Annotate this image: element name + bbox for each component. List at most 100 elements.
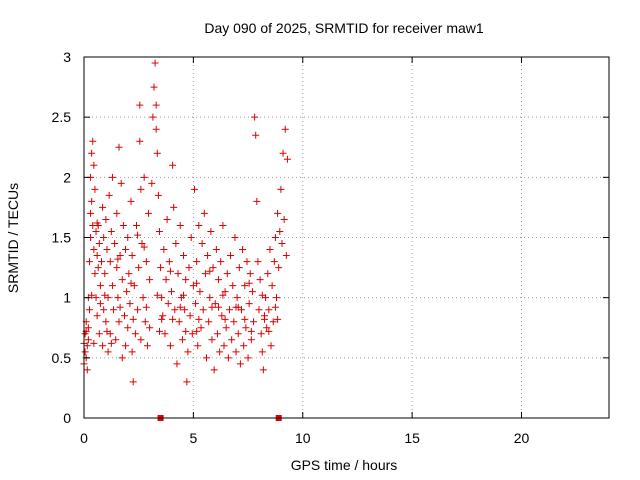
data-point: [231, 234, 239, 241]
data-point: [273, 294, 280, 302]
data-point: [153, 291, 161, 299]
data-point: [101, 291, 109, 299]
data-point: [151, 59, 159, 67]
y-tick-label: 3: [63, 49, 71, 65]
y-tick-label: 0: [63, 410, 71, 426]
data-point: [274, 315, 282, 323]
data-point: [100, 234, 108, 241]
y-tick-labels: 0 0.5 1 1.5 2 2.5 3: [52, 49, 72, 426]
data-point: [268, 282, 276, 290]
data-point: [116, 303, 124, 311]
data-point: [85, 258, 93, 266]
grid-lines: [84, 57, 609, 418]
x-tick-label: 10: [295, 430, 311, 446]
data-point: [107, 339, 115, 347]
data-point: [269, 318, 277, 326]
data-point: [150, 83, 158, 91]
data-point: [195, 221, 203, 229]
data-point: [155, 227, 163, 235]
data-point: [265, 327, 273, 335]
data-point: [152, 101, 160, 109]
data-point: [108, 173, 116, 181]
data-point: [116, 252, 124, 260]
data-point: [141, 318, 149, 326]
data-point: [277, 185, 285, 193]
data-point: [170, 203, 178, 211]
data-point: [127, 279, 135, 287]
data-point: [92, 294, 100, 302]
data-point: [114, 255, 122, 263]
data-point: [113, 209, 121, 217]
data-point: [234, 330, 242, 338]
data-point: [228, 336, 236, 344]
data-point: [281, 125, 289, 133]
data-point: [207, 227, 215, 235]
data-point: [250, 318, 258, 326]
data-point: [124, 324, 132, 332]
data-point: [166, 267, 174, 275]
data-point: [169, 161, 177, 169]
x-tick-labels: 0 5 10 15 20: [80, 430, 529, 446]
data-point: [115, 143, 123, 151]
data-point: [188, 330, 196, 338]
data-point: [145, 209, 153, 217]
data-point: [140, 243, 148, 251]
data-point: [248, 288, 256, 296]
plot-frame: [83, 56, 610, 419]
data-point: [134, 231, 142, 239]
data-point: [258, 291, 266, 299]
data-point: [235, 264, 243, 272]
y-tick-label: 1.5: [52, 230, 72, 246]
data-point: [194, 342, 202, 350]
data-point: [227, 252, 235, 260]
data-point: [246, 270, 254, 278]
data-point: [115, 318, 123, 326]
data-point: [160, 246, 168, 254]
data-point: [112, 336, 120, 344]
data-point: [174, 270, 182, 278]
data-point: [103, 246, 111, 254]
data-point: [95, 240, 103, 248]
data-point: [94, 264, 102, 272]
data-point: [185, 264, 193, 272]
data-point: [154, 191, 162, 199]
data-point: [245, 300, 253, 308]
data-point: [138, 240, 146, 248]
data-point: [158, 315, 166, 323]
data-point: [136, 101, 144, 109]
data-point: [176, 221, 184, 229]
data-point: [88, 149, 96, 157]
data-point: [224, 354, 232, 362]
data-point: [171, 306, 179, 314]
data-point: [146, 276, 154, 284]
data-point: [180, 291, 188, 299]
data-point: [90, 246, 98, 254]
data-point: [178, 336, 186, 344]
data-point: [137, 336, 145, 344]
data-point: [148, 179, 156, 187]
data-point: [274, 209, 282, 217]
data-point: [98, 258, 105, 266]
data-point: [275, 264, 283, 272]
data-point: [229, 282, 237, 290]
data-point: [93, 312, 101, 320]
data-point: [193, 258, 201, 266]
data-point: [283, 155, 291, 163]
data-point: [118, 354, 126, 362]
data-point: [233, 294, 241, 302]
data-point: [149, 113, 157, 121]
data-point: [270, 258, 278, 266]
data-point: [126, 300, 134, 308]
data-point: [85, 306, 93, 314]
data-point: [213, 330, 221, 338]
data-point: [114, 294, 122, 302]
data-point: [247, 336, 255, 344]
data-point: [96, 282, 104, 290]
data-point: [251, 113, 259, 121]
data-point: [90, 339, 98, 347]
data-point: [190, 185, 198, 193]
data-point: [93, 252, 101, 260]
data-point: [182, 276, 190, 284]
data-point: [265, 306, 273, 314]
